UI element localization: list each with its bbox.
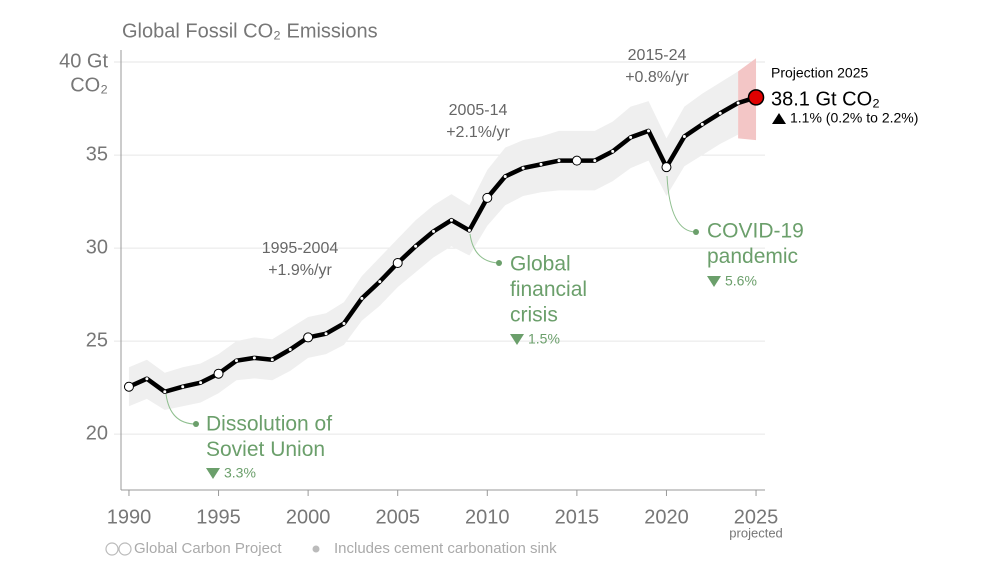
data-point [432, 229, 436, 233]
event-label: Soviet Union [206, 438, 325, 461]
leader-dot [193, 421, 199, 427]
event-label: pandemic [707, 245, 798, 268]
chart-title: Global Fossil CO₂ Emissions [122, 20, 378, 42]
data-point [288, 348, 292, 352]
data-point [539, 162, 543, 166]
data-point [571, 155, 582, 166]
x-tick-label: 1995 [196, 506, 241, 528]
period-rate: +2.1%/yr [446, 124, 510, 141]
leader-dot [496, 260, 502, 266]
data-point [303, 332, 314, 343]
x-tick-label: 2020 [644, 506, 689, 528]
event-label: financial [510, 278, 587, 301]
x-tick-label: 1990 [107, 506, 152, 528]
y-tick-label: 30 [86, 236, 108, 258]
x-tick-label: 2025 [734, 506, 779, 528]
bands [128, 58, 757, 410]
data-point [414, 244, 418, 248]
data-point [213, 368, 224, 379]
period-label: 2005-14 [449, 102, 508, 119]
data-point [718, 111, 722, 115]
period-rate: +0.8%/yr [625, 69, 689, 86]
data-point [611, 149, 615, 153]
data-point [163, 390, 167, 394]
data-point [503, 174, 507, 178]
down-triangle [510, 334, 524, 345]
data-point [482, 192, 493, 203]
x-tick-label: 2000 [286, 506, 331, 528]
event-change: 3.3% [224, 465, 256, 481]
data-point [199, 381, 203, 385]
data-point [521, 166, 525, 170]
uncertainty-band [128, 71, 739, 410]
x-tick-label: 2015 [555, 506, 600, 528]
data-point [270, 358, 274, 362]
data-point [747, 89, 765, 106]
data-point [360, 296, 364, 300]
data-point [449, 218, 453, 222]
period-label: 2015-24 [628, 47, 687, 64]
data-point [378, 280, 382, 284]
data-point [252, 356, 256, 360]
data-point [467, 228, 471, 232]
x-tick-note: projected [729, 525, 782, 540]
y-unit-label: CO₂ [70, 74, 108, 96]
x-tick-label: 2010 [465, 506, 510, 528]
data-point [682, 134, 686, 138]
data-point [647, 129, 651, 133]
down-triangle [707, 276, 721, 287]
data-point [593, 159, 597, 163]
data-point [700, 122, 704, 126]
data-point [392, 257, 403, 268]
leader-line [666, 175, 697, 233]
data-point [234, 359, 238, 363]
data-point [324, 332, 328, 336]
footer-note: Includes cement carbonation sink [334, 540, 557, 557]
event-label: crisis [510, 304, 558, 327]
data-point [661, 162, 672, 173]
y-tick-label: 25 [86, 329, 108, 351]
projection-label: Projection 2025 [771, 65, 869, 81]
leader-dot [693, 229, 699, 235]
period-rate: +1.9%/yr [268, 262, 332, 279]
x-tick-label: 2005 [375, 506, 420, 528]
data-point [736, 101, 740, 105]
up-triangle [772, 113, 786, 124]
projection-change: 1.1% (0.2% to 2.2%) [790, 110, 918, 126]
event-label: COVID-19 [707, 220, 804, 243]
y-tick-label: 35 [86, 143, 108, 165]
cc-icon [105, 542, 132, 556]
emissions-line [128, 95, 757, 395]
y-tick-label: 20 [86, 422, 108, 444]
footer-bullet [312, 545, 320, 553]
marks [123, 89, 765, 395]
data-point [181, 385, 185, 389]
down-triangle [206, 468, 220, 479]
projection-value: 38.1 Gt CO₂ [771, 88, 880, 110]
data-point [123, 381, 134, 392]
event-change: 5.6% [725, 273, 757, 289]
period-label: 1995-2004 [262, 240, 339, 257]
data-point [145, 377, 149, 381]
event-change: 1.5% [528, 331, 560, 347]
data-point [557, 159, 561, 163]
footer-source: Global Carbon Project [134, 540, 282, 557]
event-label: Dissolution of [206, 413, 332, 436]
event-label: Global [510, 253, 571, 276]
leader-line [165, 393, 197, 425]
data-point [629, 135, 633, 139]
data-point [342, 321, 346, 325]
y-tick-label: 40 Gt [59, 50, 108, 72]
leader-line [469, 233, 500, 264]
